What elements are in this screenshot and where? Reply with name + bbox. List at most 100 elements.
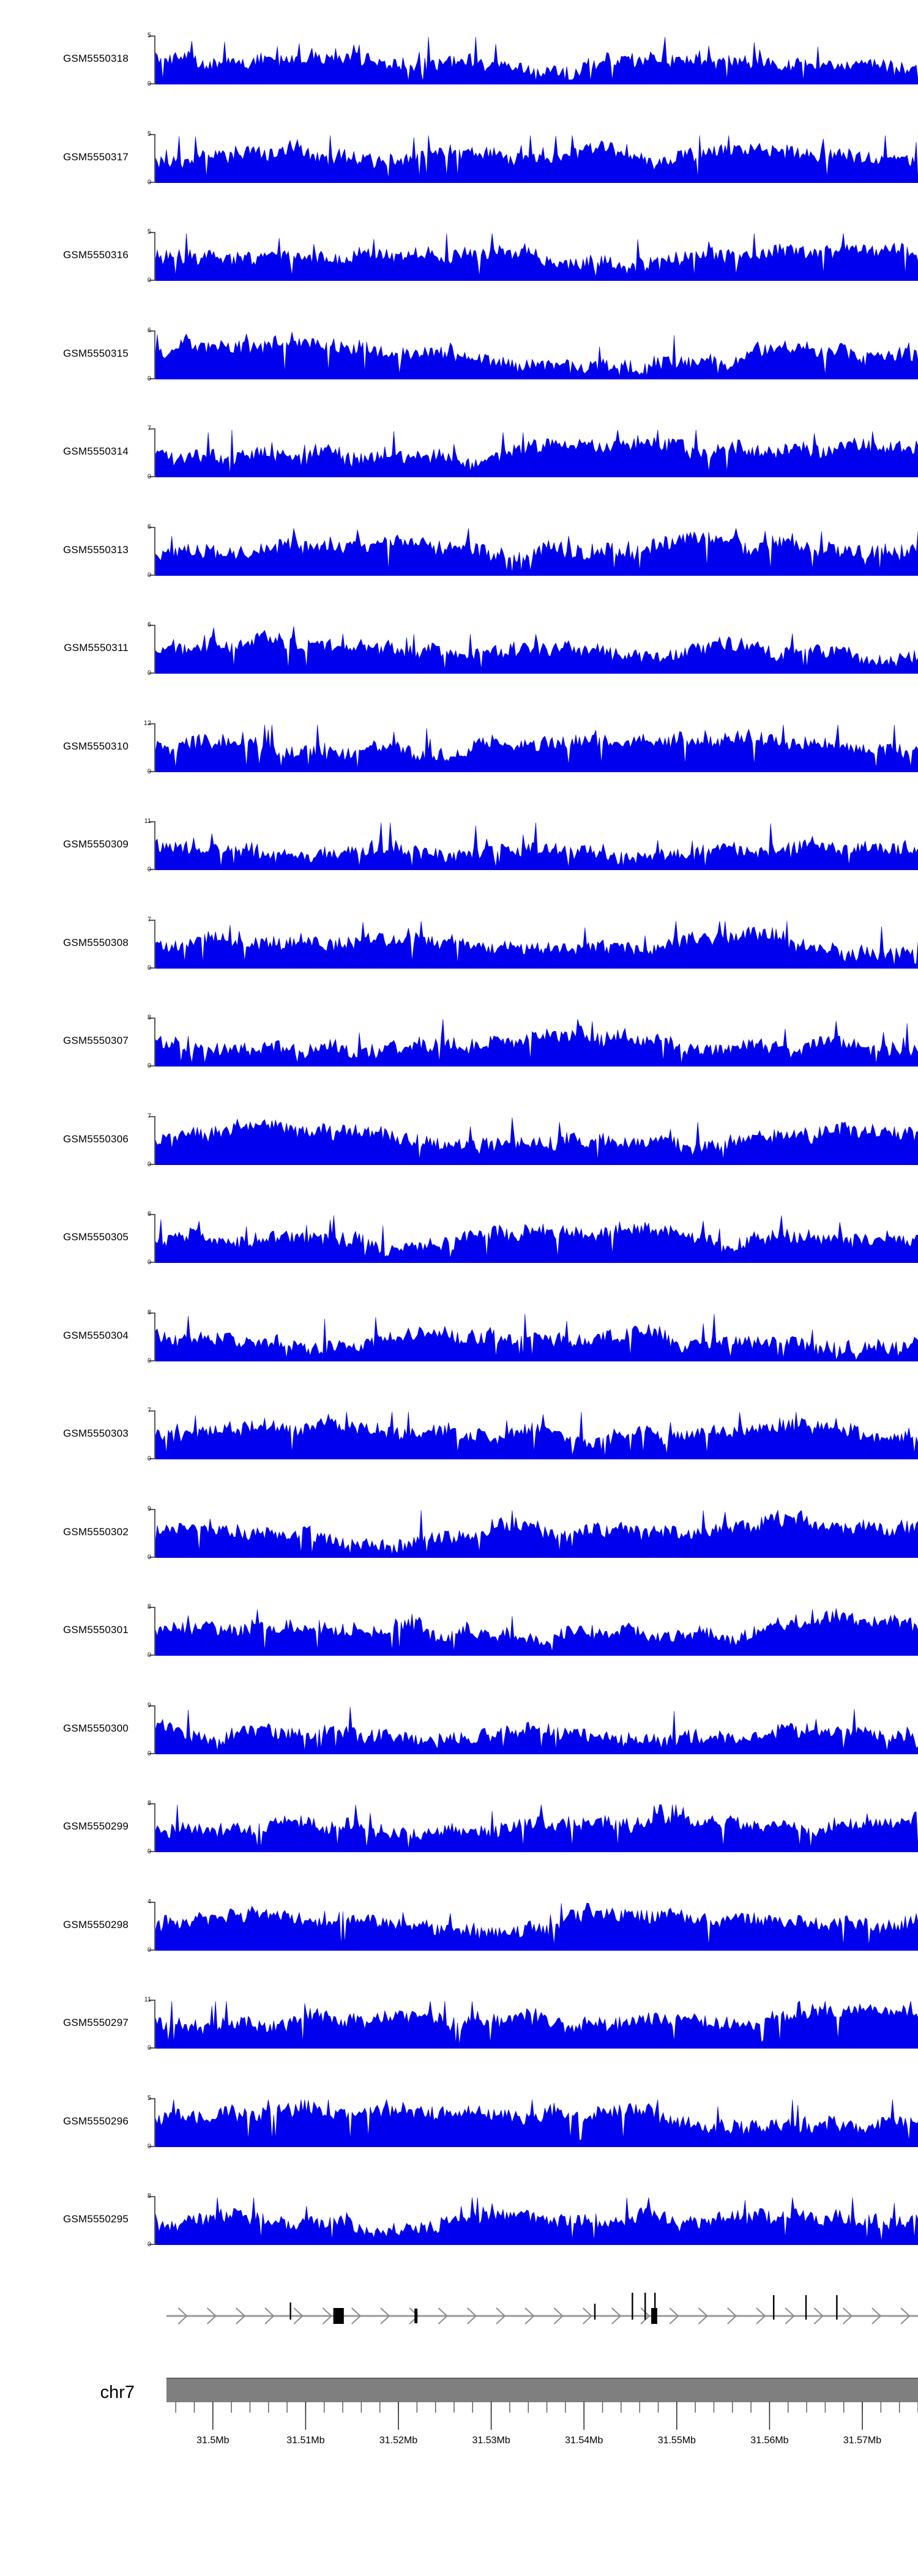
coverage-track: GSM5550311 6 0	[0, 608, 918, 706]
y-axis-max-label: 7	[147, 915, 151, 923]
track-label: GSM5550309	[63, 838, 129, 850]
strand-arrow-icon	[380, 2307, 390, 2325]
y-axis-min-label: 0	[147, 374, 151, 382]
y-axis-min-label: 0	[147, 1946, 151, 1954]
y-axis-tick-min	[149, 280, 155, 281]
strand-arrow-icon	[293, 2307, 304, 2325]
coverage-track: GSM5550306 7 0	[0, 1099, 918, 1197]
y-axis-max-label: 5	[147, 130, 151, 138]
y-axis-min-label: 0	[147, 178, 151, 186]
coordinate-axis-svg: 31.5Mb 31.51Mb 31.52Mb 31.53Mb 31.54Mb 31.55M…	[175, 2402, 918, 2446]
y-axis-tick-min	[149, 2244, 155, 2245]
coverage-profile	[155, 1019, 918, 1067]
strand-arrow-icon	[669, 2307, 679, 2325]
coverage-profile	[155, 626, 918, 674]
chromosome-ideogram: chr7	[0, 2374, 918, 2417]
track-label: GSM5550303	[63, 1428, 129, 1439]
coverage-track: GSM5550317 5 0	[0, 117, 918, 215]
y-axis-tick-max	[149, 1312, 155, 1314]
coverage-track: GSM5550315 6 0	[0, 313, 918, 412]
strand-arrow-icon	[351, 2307, 362, 2325]
y-axis-min-label: 0	[147, 866, 151, 873]
coverage-track: GSM5550295 8 0	[0, 2179, 918, 2277]
track-label: GSM5550317	[63, 151, 129, 163]
y-axis-tick-max	[149, 133, 155, 135]
y-axis-min-label: 0	[147, 964, 151, 972]
track-label: GSM5550296	[63, 2115, 129, 2127]
axis-tick-label: 31.57Mb	[843, 2435, 881, 2446]
strand-arrow-icon	[524, 2307, 535, 2325]
y-axis-min-label: 0	[147, 80, 151, 87]
y-axis-min-label: 0	[147, 1455, 151, 1462]
track-label: GSM5550300	[63, 1722, 129, 1734]
y-axis-tick-min	[149, 181, 155, 183]
y-axis-max-label: 8	[147, 1308, 151, 1316]
y-axis-tick-max	[149, 821, 155, 822]
coverage-profile	[155, 135, 918, 183]
strand-arrow-icon	[813, 2307, 824, 2325]
strand-arrow-icon	[322, 2307, 332, 2325]
coverage-profile	[155, 1608, 918, 1656]
strand-arrow-icon	[264, 2307, 275, 2325]
y-axis-max-label: 5	[147, 228, 151, 236]
y-axis-tick-min	[149, 1163, 155, 1165]
y-axis-tick-max	[149, 919, 155, 921]
coverage-track: GSM5550297 11 0	[0, 1982, 918, 2081]
y-axis-max-label: 5	[147, 2094, 151, 2102]
strand-arrow-icon	[466, 2307, 477, 2325]
track-label: GSM5550302	[63, 1525, 129, 1538]
y-axis-min-label: 0	[147, 571, 151, 579]
y-axis-max-label: 6	[147, 1210, 151, 1218]
y-axis-min-label: 0	[147, 473, 151, 480]
coverage-track: GSM5550296 5 0	[0, 2081, 918, 2180]
strand-arrow-icon	[236, 2307, 246, 2325]
y-axis-tick-max	[149, 1803, 155, 1804]
strand-arrow-icon	[842, 2307, 853, 2325]
chromosome-bar	[166, 2378, 918, 2402]
coverage-profile	[155, 331, 918, 379]
axis-tick-label: 31.56Mb	[750, 2435, 788, 2446]
strand-arrow-icon	[496, 2307, 506, 2325]
y-axis-tick-max	[149, 35, 155, 37]
y-axis-min-label: 0	[147, 277, 151, 284]
y-axis-tick-min	[149, 1262, 155, 1263]
y-axis-max-label: 7	[147, 1112, 151, 1120]
y-axis-max-label: 9	[147, 1701, 151, 1709]
coverage-profile	[155, 233, 918, 281]
coverage-track: GSM5550318 5 0	[0, 18, 918, 117]
axis-tick-label: 31.54Mb	[565, 2435, 603, 2446]
y-axis-tick-min	[149, 2145, 155, 2147]
coverage-track: GSM5550309 11 0	[0, 804, 918, 903]
coverage-profile	[155, 1804, 918, 1852]
gene-exon	[651, 2308, 657, 2324]
y-axis-tick-max	[149, 1705, 155, 1707]
y-axis-min-label: 0	[147, 1553, 151, 1561]
strand-arrow-icon	[900, 2307, 911, 2325]
track-label: GSM5550298	[63, 1918, 129, 1930]
coverage-track: GSM5550316 5 0	[0, 215, 918, 313]
genomic-coordinate-axis: 31.5Mb 31.51Mb 31.52Mb 31.53Mb 31.54Mb 31.55M…	[0, 2402, 918, 2475]
y-axis-tick-min	[149, 770, 155, 772]
coverage-track: GSM5550300 9 0	[0, 1688, 918, 1787]
y-axis-min-label: 0	[147, 767, 151, 775]
track-y-axis: 11 0	[144, 1997, 155, 2052]
track-label: GSM5550313	[63, 543, 129, 556]
y-axis-min-label: 0	[147, 2241, 151, 2248]
coverage-profile	[155, 37, 918, 84]
y-axis-tick-min	[149, 1458, 155, 1459]
coverage-track: GSM5550313 6 0	[0, 510, 918, 608]
strand-arrow-icon	[177, 2307, 188, 2325]
y-axis-max-label: 7	[147, 425, 151, 432]
track-label: GSM5550318	[63, 53, 129, 64]
y-axis-tick-min	[149, 1752, 155, 1754]
